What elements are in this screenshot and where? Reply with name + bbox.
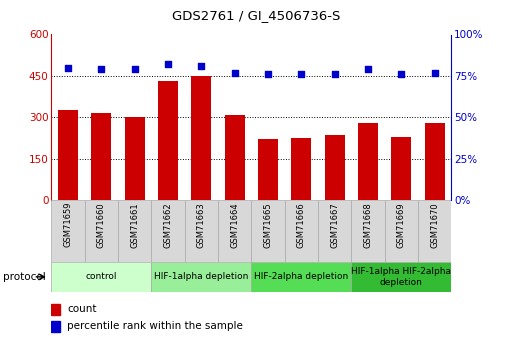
Bar (251, 262, 351, 292)
Text: control: control (86, 272, 117, 282)
Bar (158, 81, 178, 200)
Point (330, 71, 339, 77)
Text: GSM71659: GSM71659 (64, 202, 72, 247)
Bar (151, 200, 185, 262)
Text: GSM71666: GSM71666 (297, 202, 306, 248)
Bar (351, 262, 451, 292)
Bar (58, 110, 78, 200)
Text: GSM71667: GSM71667 (330, 202, 339, 248)
Text: GSM71661: GSM71661 (130, 202, 139, 248)
Text: count: count (68, 304, 97, 314)
Text: GSM71668: GSM71668 (364, 202, 372, 248)
Bar (418, 200, 451, 262)
Bar (325, 135, 345, 200)
Text: HIF-2alpha depletion: HIF-2alpha depletion (254, 272, 348, 282)
Text: GSM71669: GSM71669 (397, 202, 406, 248)
Point (297, 71, 305, 77)
Bar (51, 262, 151, 292)
Point (264, 71, 272, 77)
Bar (185, 200, 218, 262)
Text: protocol: protocol (3, 272, 45, 282)
Point (64, 65, 72, 70)
Bar (285, 200, 318, 262)
Bar (391, 137, 411, 200)
Text: GSM71665: GSM71665 (264, 202, 272, 248)
Bar (125, 117, 145, 200)
Text: GDS2761 / GI_4506736-S: GDS2761 / GI_4506736-S (172, 9, 341, 22)
Text: percentile rank within the sample: percentile rank within the sample (68, 322, 243, 331)
Text: GSM71664: GSM71664 (230, 202, 239, 248)
Bar (191, 76, 211, 200)
Text: HIF-1alpha depletion: HIF-1alpha depletion (154, 272, 248, 282)
Text: GSM71662: GSM71662 (164, 202, 172, 248)
Bar (85, 200, 118, 262)
Bar (425, 123, 445, 200)
Point (197, 63, 205, 69)
Bar (51, 321, 61, 332)
Bar (91, 113, 111, 200)
Text: GSM71660: GSM71660 (97, 202, 106, 248)
Bar (318, 200, 351, 262)
Point (397, 71, 405, 77)
Point (97, 67, 105, 72)
Bar (51, 200, 85, 262)
Point (430, 70, 439, 75)
Bar (351, 200, 385, 262)
Text: HIF-1alpha HIF-2alpha
depletion: HIF-1alpha HIF-2alpha depletion (351, 267, 451, 287)
Bar (225, 115, 245, 200)
Point (130, 67, 139, 72)
Bar (218, 200, 251, 262)
Bar (51, 304, 61, 315)
Bar (251, 200, 285, 262)
Bar (118, 200, 151, 262)
Text: GSM71663: GSM71663 (197, 202, 206, 248)
Bar (358, 123, 378, 200)
Point (364, 67, 372, 72)
Point (164, 61, 172, 67)
Bar (385, 200, 418, 262)
Point (230, 70, 239, 75)
Text: GSM71670: GSM71670 (430, 202, 439, 248)
Bar (151, 262, 251, 292)
Bar (258, 139, 278, 200)
Bar (291, 138, 311, 200)
